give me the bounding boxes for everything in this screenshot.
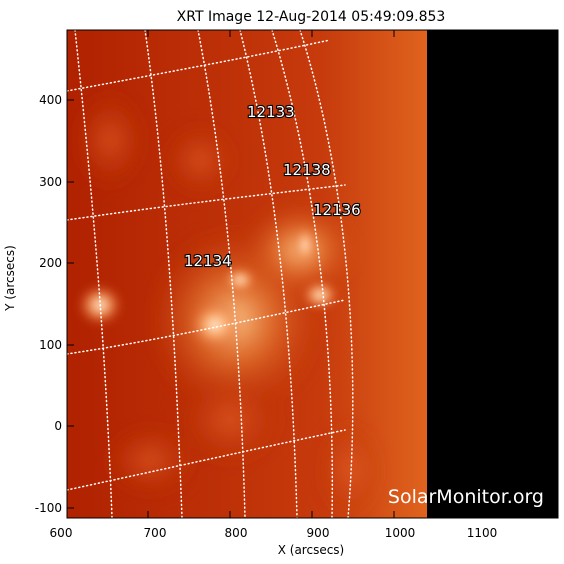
y-tick-label: -100 (35, 501, 62, 515)
longitude-line (239, 30, 298, 518)
x-axis-label: X (arcsecs) (278, 543, 345, 557)
active-region-label: 12138 (283, 161, 331, 179)
y-tick-label: 200 (39, 256, 62, 270)
active-region-label: 12133 (247, 103, 295, 121)
y-tick-label: 100 (39, 338, 62, 352)
latitude-line (67, 299, 346, 355)
watermark: SolarMonitor.org (388, 486, 544, 508)
y-tick-label: 0 (54, 419, 62, 433)
active-region-labels: 12133 12138 12136 12134 (183, 102, 362, 271)
x-axis (66, 30, 477, 518)
y-axis (67, 99, 558, 509)
longitude-line (74, 30, 113, 518)
x-tick-label: 800 (225, 526, 248, 540)
heliographic-grid (67, 30, 354, 518)
x-tick-label: 900 (307, 526, 330, 540)
off-disk-region (427, 30, 558, 518)
y-tick-label: 400 (39, 93, 62, 107)
latitude-line (67, 429, 346, 491)
y-axis-label: Y (arcsecs) (3, 245, 17, 312)
x-tick-label: 700 (144, 526, 167, 540)
solar-image: 12133 12138 12136 12134 SolarMonitor.org (67, 30, 558, 518)
longitude-line (271, 30, 334, 518)
x-tick-label: 1000 (385, 526, 416, 540)
active-region-label: 12136 (313, 201, 361, 219)
y-tick-label: 300 (39, 175, 62, 189)
latitude-line (67, 39, 331, 92)
x-tick-label: 1100 (467, 526, 498, 540)
figure-title: XRT Image 12-Aug-2014 05:49:09.853 (177, 9, 446, 25)
x-tick-label: 600 (50, 526, 73, 540)
longitude-line (144, 30, 183, 518)
active-region-label: 12134 (184, 252, 232, 270)
longitude-line (197, 30, 246, 518)
